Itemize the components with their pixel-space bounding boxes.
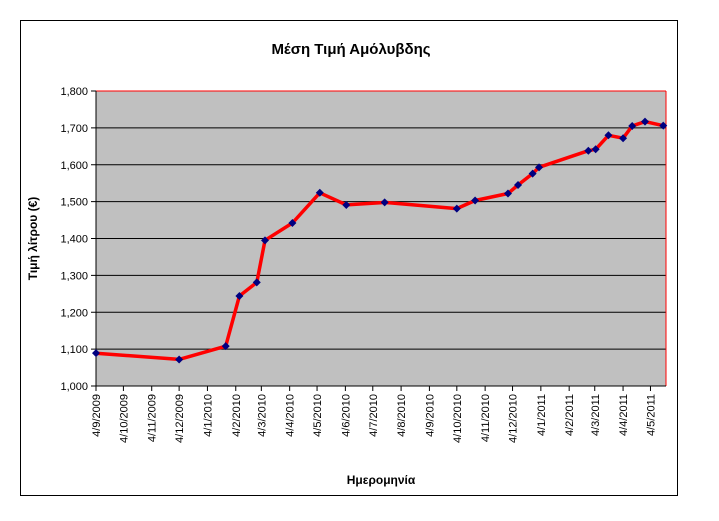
- x-tick-label: 4/8/2010: [396, 394, 408, 437]
- y-tick-label: 1,300: [60, 270, 88, 282]
- x-axis-title: Ημερομηνία: [347, 473, 416, 487]
- x-tick-label: 4/5/2011: [645, 394, 657, 436]
- x-tick-label: 4/1/2010: [202, 394, 214, 437]
- x-tick-label: 4/3/2010: [256, 394, 268, 437]
- x-tick-label: 4/11/2010: [480, 394, 492, 442]
- x-tick-label: 4/4/2011: [618, 394, 630, 436]
- x-tick-label: 4/4/2010: [285, 394, 297, 437]
- series-layer: [92, 117, 668, 364]
- chart-title: Μέση Τιμή Αμόλυβδης: [271, 41, 430, 58]
- gridlines: [96, 127, 666, 350]
- x-tick-label: 4/2/2010: [231, 394, 243, 437]
- data-point: [514, 181, 523, 190]
- data-point: [535, 163, 544, 172]
- y-tick-label: 1,500: [60, 197, 88, 209]
- data-point: [584, 146, 593, 155]
- x-tick-label: 4/1/2011: [536, 394, 548, 436]
- data-point: [528, 169, 537, 178]
- data-point: [92, 349, 100, 358]
- data-point: [591, 145, 600, 154]
- y-tick-label: 1,400: [60, 234, 88, 246]
- data-point: [221, 342, 230, 351]
- data-point: [452, 204, 461, 213]
- data-point: [235, 292, 244, 301]
- x-tick-label: 4/2/2011: [564, 394, 576, 436]
- y-tick-label: 1,800: [60, 86, 88, 98]
- x-tick-label: 4/7/2010: [368, 394, 380, 437]
- x-tick-label: 4/10/2009: [118, 394, 130, 443]
- x-tick-label: 4/11/2009: [147, 394, 159, 442]
- y-tick-label: 1,000: [60, 381, 88, 393]
- data-point: [604, 131, 613, 140]
- chart-area: Μέση Τιμή Αμόλυβδης 1,000 1,100 1,200 1,300…: [20, 20, 678, 496]
- data-point: [628, 122, 637, 131]
- data-point: [503, 189, 512, 198]
- data-point: [252, 278, 261, 287]
- y-tick-label: 1,200: [60, 307, 88, 319]
- x-tick-label: 4/9/2009: [91, 394, 103, 437]
- data-point: [175, 355, 184, 364]
- y-tick-label: 1,100: [60, 344, 88, 356]
- line-chart: Μέση Τιμή Αμόλυβδης 1,000 1,100 1,200 1,300…: [26, 41, 668, 487]
- data-point: [342, 200, 351, 209]
- x-tick-label: 4/10/2010: [452, 394, 464, 443]
- data-point: [640, 117, 649, 126]
- x-tick-label: 4/9/2010: [424, 394, 436, 437]
- data-point: [471, 196, 480, 205]
- data-point: [619, 134, 628, 143]
- x-axis-ticks: 4/9/2009 4/10/2009 4/11/2009 4/12/2009 4/1/2…: [91, 386, 657, 443]
- x-tick-label: 4/12/2009: [174, 394, 186, 443]
- y-axis-ticks: 1,000 1,100 1,200 1,300 1,400 1,500 1,600 1,700…: [60, 86, 96, 393]
- x-tick-label: 4/6/2010: [340, 394, 352, 437]
- x-tick-label: 4/3/2011: [590, 394, 602, 436]
- x-tick-label: 4/12/2010: [508, 394, 520, 443]
- data-point: [288, 219, 297, 228]
- x-tick-label: 4/5/2010: [312, 394, 324, 437]
- y-tick-label: 1,600: [60, 160, 88, 172]
- data-point: [380, 198, 389, 207]
- data-point: [260, 236, 269, 245]
- y-axis-title: Τιμή λίτρου (€): [26, 197, 40, 281]
- data-point: [659, 121, 668, 130]
- data-point: [315, 188, 324, 197]
- y-tick-label: 1,700: [60, 123, 88, 135]
